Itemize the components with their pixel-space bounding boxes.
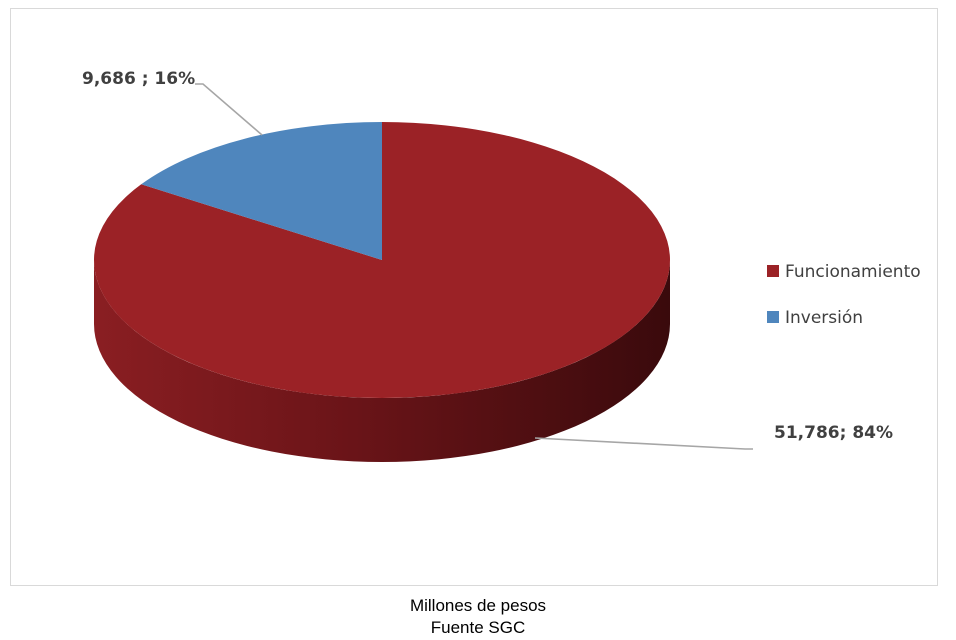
source-caption: Fuente SGC xyxy=(430,618,526,637)
pie-slice-inversión xyxy=(141,122,382,260)
pie-side-funcionamiento xyxy=(94,260,670,462)
data-labels: 51,786; 84% 9,686 ; 16% xyxy=(82,69,893,443)
legend-label-inversión: Inversión xyxy=(785,308,863,328)
data-label-funcionamiento: 51,786; 84% xyxy=(774,423,893,443)
legend: Funcionamiento Inversión xyxy=(767,262,921,328)
data-label-inversión: 9,686 ; 16% xyxy=(82,69,195,89)
leader-line-funcionamiento xyxy=(534,437,753,450)
pie-top-faces xyxy=(94,122,671,399)
leader-line-inversión xyxy=(195,83,263,136)
units-caption: Millones de pesos xyxy=(409,596,547,615)
leader-lines xyxy=(195,83,753,450)
legend-label-funcionamiento: Funcionamiento xyxy=(785,262,921,282)
pie-side-walls xyxy=(94,260,670,462)
legend-swatch-funcionamiento xyxy=(767,265,779,277)
legend-swatch-inversión xyxy=(767,311,779,323)
pie-slice-funcionamiento xyxy=(94,122,671,399)
